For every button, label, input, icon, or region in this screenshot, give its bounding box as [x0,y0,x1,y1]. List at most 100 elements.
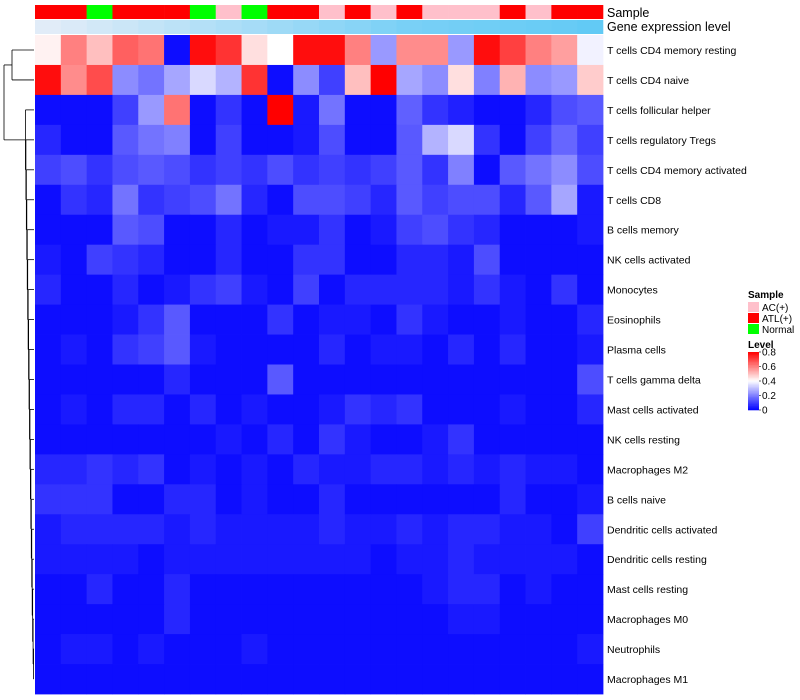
heatmap-cell [448,514,475,545]
heatmap-cell [577,634,604,665]
heatmap-cell [189,35,217,66]
heatmap-cell [138,514,165,545]
heatmap-cell [35,394,62,425]
heatmap-cell [138,184,165,216]
heatmap-cell [396,634,423,665]
heatmap-cell [86,244,113,276]
heatmap-cell [86,214,113,246]
heatmap-cell [499,394,526,425]
heatmap-cell [86,154,113,186]
gene-expression-cell [344,20,371,34]
gene-expression-annotation-track [35,20,604,34]
row-label: T cells CD8 [607,195,661,207]
heatmap-cell [35,544,62,575]
heatmap-cell [164,334,191,365]
colorbar-segment [748,401,759,404]
heatmap-cell [293,514,320,545]
heatmap-cell [241,574,268,605]
gene-expression-cell [112,20,139,34]
row-label: B cells naive [607,494,666,506]
heatmap-cell [396,124,423,156]
heatmap-cell [473,514,501,545]
heatmap-cell [422,304,449,335]
heatmap-cell [525,214,552,246]
heatmap-cell [86,544,113,575]
heatmap-cell [35,184,62,216]
colorbar-segment [748,396,759,399]
sample-annotation-cell [60,5,87,19]
heatmap-cell [60,664,88,695]
heatmap-cell [241,334,268,365]
heatmap-cell [35,35,62,66]
colorbar-segment [748,359,759,361]
heatmap-cell [344,274,372,305]
sample-annotation-cell [112,5,139,19]
row-label: T cells CD4 memory activated [607,165,747,177]
gene-expression-cell [241,20,268,34]
heatmap-cell [396,424,423,455]
sample-annotation-cell [396,5,423,19]
heatmap-cell [525,64,552,96]
heatmap-cell [138,214,165,246]
colorbar-segment [748,375,759,377]
gene-expression-cell [473,20,501,34]
colorbar-segment [748,370,759,373]
legend-sample-items: AC(+)ATL(+)Normal [748,302,794,336]
heatmap-cell [551,634,578,665]
colorbar-tick-label: 0.6 [762,362,776,373]
colorbar-segment [748,365,759,367]
heatmap-cell [344,664,372,695]
heatmap-cell [448,424,475,455]
heatmap-cell [112,484,139,515]
heatmap-cell [164,35,191,66]
colorbar-segment [748,362,759,364]
heatmap-cell [525,274,552,305]
colorbar-segment [748,399,759,402]
heatmap-cell [422,454,449,485]
heatmap-cell [138,334,165,365]
heatmap-cell [241,664,268,695]
heatmap-cell [577,214,604,246]
heatmap-cell [499,244,526,276]
sample-annotation-cell [473,5,501,19]
heatmap-cell [344,424,372,455]
heatmap-cell [241,514,268,545]
sample-annotation-cell [293,5,320,19]
heatmap-cell [577,604,604,635]
heatmap-cell [215,274,242,305]
heatmap-cell [215,394,242,425]
heatmap-cell [499,184,526,216]
heatmap-cell [164,484,191,515]
heatmap-cell [164,514,191,545]
legend-level-title: Level [748,340,774,351]
heatmap-cell [577,274,604,305]
heatmap-cell [35,424,62,455]
heatmap-cell [35,154,62,186]
heatmap-cell [267,364,294,395]
heatmap-cell [60,64,88,96]
heatmap-cell [448,154,475,186]
heatmap-cell [164,664,191,695]
heatmap-cell [86,64,113,96]
heatmap-cell [35,514,62,545]
heatmap-cell [577,484,604,515]
legend-level-colorbar: 0.8 0.6 0.4 0.2 0 [748,348,776,417]
heatmap-cell [370,274,397,305]
heatmap-cell [370,94,397,126]
heatmap-cell [112,634,139,665]
heatmap-cell [319,394,346,425]
heatmap-cell [422,124,449,156]
row-label: T cells regulatory Tregs [607,135,716,147]
colorbar-segment [748,376,759,379]
heatmap-cell [473,394,501,425]
heatmap-cell [293,214,320,246]
heatmap-cell [86,484,113,515]
heatmap-cell [112,364,139,395]
heatmap-cell [396,604,423,635]
heatmap-cell [293,64,320,96]
heatmap-cell [396,154,423,186]
heatmap-cell [112,214,139,246]
heatmap-cell [344,334,372,365]
sample-annotation-cell [370,5,397,19]
heatmap-cell [499,124,526,156]
